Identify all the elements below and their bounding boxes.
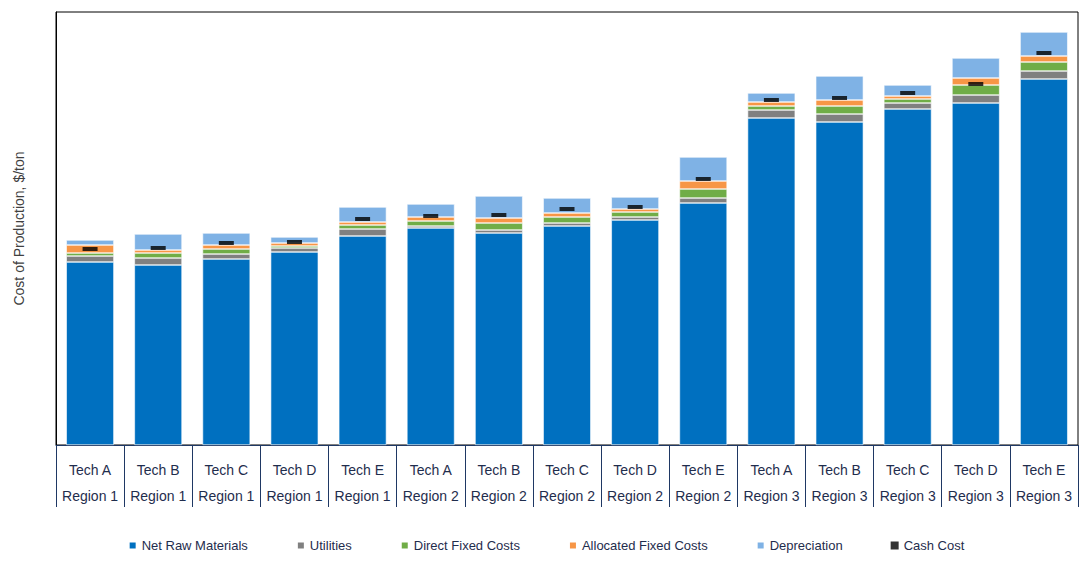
svg-text:Region 3: Region 3 [812,488,868,504]
svg-text:Region 3: Region 3 [1016,488,1072,504]
svg-text:Tech B: Tech B [818,462,861,478]
svg-text:Region 2: Region 2 [607,488,663,504]
svg-text:Tech A: Tech A [410,462,453,478]
svg-text:Region 3: Region 3 [880,488,936,504]
svg-text:Tech C: Tech C [545,462,589,478]
svg-text:Utilities: Utilities [310,538,352,553]
svg-text:Direct Fixed Costs: Direct Fixed Costs [414,538,521,553]
svg-text:Region 2: Region 2 [403,488,459,504]
svg-text:Region 1: Region 1 [266,488,322,504]
svg-text:Cash Cost: Cash Cost [904,538,965,553]
svg-text:Tech B: Tech B [137,462,180,478]
svg-text:Cost of Production, $/ton: Cost of Production, $/ton [11,151,27,305]
svg-text:Tech D: Tech D [273,462,317,478]
svg-text:Tech C: Tech C [886,462,930,478]
svg-text:Tech C: Tech C [205,462,249,478]
svg-text:Net Raw Materials: Net Raw Materials [142,538,249,553]
svg-text:Region 1: Region 1 [335,488,391,504]
svg-text:Tech A: Tech A [69,462,112,478]
svg-text:Region 1: Region 1 [62,488,118,504]
svg-text:Region 2: Region 2 [675,488,731,504]
svg-text:Tech E: Tech E [1023,462,1066,478]
svg-text:Tech D: Tech D [613,462,657,478]
svg-text:Region 1: Region 1 [198,488,254,504]
svg-text:Region 2: Region 2 [539,488,595,504]
svg-text:Region 1: Region 1 [130,488,186,504]
svg-text:Tech A: Tech A [750,462,793,478]
svg-text:Tech E: Tech E [341,462,384,478]
svg-text:Allocated Fixed Costs: Allocated Fixed Costs [582,538,708,553]
svg-text:Region 3: Region 3 [743,488,799,504]
svg-text:Tech E: Tech E [682,462,725,478]
svg-text:Tech D: Tech D [954,462,998,478]
svg-text:Region 3: Region 3 [948,488,1004,504]
svg-text:Depreciation: Depreciation [770,538,843,553]
svg-text:Tech B: Tech B [477,462,520,478]
svg-text:Region 2: Region 2 [471,488,527,504]
